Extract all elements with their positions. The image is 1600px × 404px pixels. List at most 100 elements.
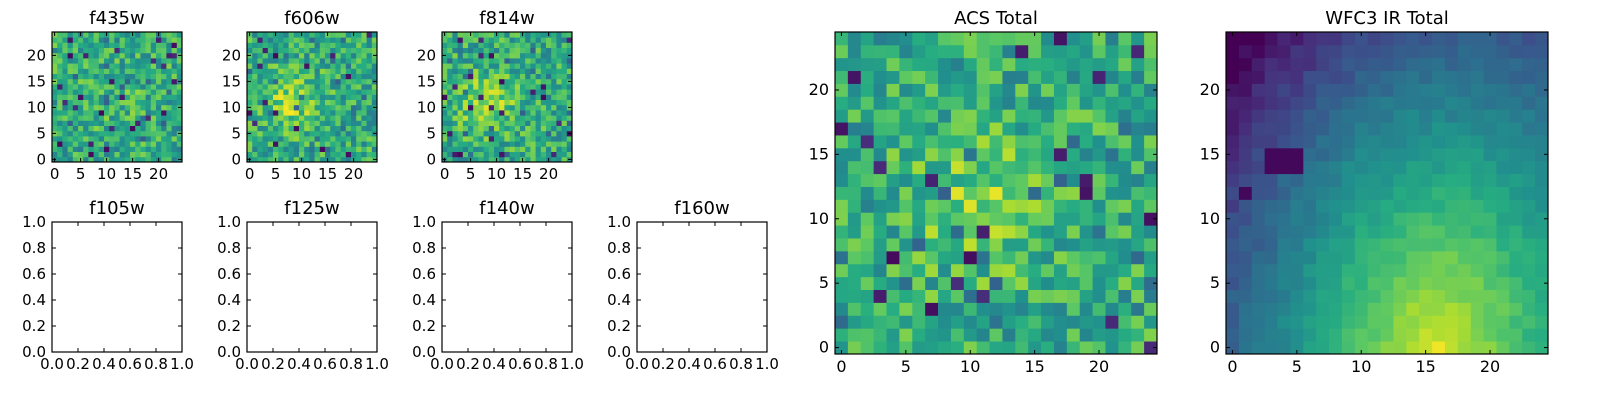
heatmap-cell (488, 156, 495, 163)
heatmap-cell (494, 120, 500, 126)
heatmap-cell (130, 42, 136, 48)
heatmap-cell (62, 94, 68, 100)
heatmap-cell (83, 99, 89, 106)
heatmap-cell (1329, 225, 1343, 239)
heatmap-cell (886, 135, 900, 149)
heatmap-cell (509, 99, 516, 106)
heatmap-cell (509, 141, 516, 147)
heatmap-cell (1092, 276, 1106, 290)
heatmap-cell (1444, 186, 1459, 200)
heatmap-cell (860, 173, 875, 187)
x-tick-label: 1.0 (170, 355, 194, 373)
heatmap-cell (473, 120, 479, 126)
heatmap-cell (514, 130, 521, 137)
heatmap-cell (93, 115, 100, 121)
heatmap-cell (161, 156, 167, 163)
heatmap-cell (483, 136, 490, 142)
heatmap-cell (1028, 173, 1042, 187)
heatmap-cell (1041, 250, 1055, 265)
heatmap-cell (566, 47, 573, 54)
heatmap-cell (1457, 225, 1472, 239)
heatmap-cell (171, 99, 178, 106)
heatmap-cell (93, 130, 100, 137)
heatmap-cell (1028, 199, 1042, 213)
heatmap-cell (1509, 328, 1523, 342)
heatmap-cell (345, 37, 352, 43)
heatmap-cell (1432, 302, 1446, 316)
heatmap-cell (989, 250, 1003, 265)
x-tick-label: 5 (1292, 357, 1302, 376)
heatmap-cell (335, 156, 341, 163)
heatmap-cell (886, 96, 900, 110)
heatmap-cell (873, 122, 887, 136)
heatmap-cell (860, 70, 875, 84)
heatmap-cell (1015, 199, 1029, 213)
heatmap-cell (525, 78, 531, 85)
heatmap-cell (124, 146, 131, 152)
heatmap-cell (83, 78, 89, 85)
heatmap-cell (83, 73, 89, 80)
heatmap-cell (976, 160, 990, 175)
heatmap-cell (104, 136, 110, 142)
heatmap-cell (1238, 83, 1253, 97)
heatmap-cell (551, 58, 557, 64)
heatmap-cell (530, 94, 536, 100)
x-tick-label: 20 (149, 165, 168, 183)
heatmap-cell (171, 151, 178, 158)
heatmap-cell (335, 125, 341, 132)
heatmap-cell (520, 115, 526, 121)
heatmap-cell (78, 115, 84, 121)
heatmap-cell (176, 63, 183, 69)
heatmap-cell (161, 104, 167, 111)
heatmap-cell (1144, 186, 1158, 200)
heatmap-cell (166, 37, 172, 43)
heatmap-cell (1028, 70, 1042, 84)
heatmap-cell (361, 125, 367, 132)
heatmap-cell (340, 99, 347, 106)
heatmap-cell (1066, 109, 1081, 123)
heatmap-cell (93, 136, 100, 142)
heatmap-cell (1290, 70, 1304, 84)
heatmap-cell (447, 84, 453, 90)
heatmap-cell (52, 37, 58, 43)
heatmap-cell (860, 238, 875, 252)
heatmap-cell (156, 52, 162, 59)
heatmap-cell (1522, 44, 1536, 59)
heatmap-cell (468, 42, 474, 48)
heatmap-cell (1066, 212, 1081, 226)
heatmap-cell (351, 52, 357, 59)
heatmap-cell (257, 52, 263, 59)
heatmap-cell (989, 96, 1003, 110)
heatmap-cell (361, 104, 367, 111)
heatmap-cell (262, 156, 269, 163)
heatmap-cell (1028, 57, 1042, 72)
heatmap-cell (483, 99, 490, 106)
heatmap-cell (345, 78, 352, 85)
heatmap-cell (540, 32, 547, 38)
heatmap-cell (1105, 57, 1119, 72)
heatmap-cell (873, 199, 887, 213)
heatmap-cell (67, 125, 74, 132)
heatmap-cell (1406, 328, 1420, 342)
heatmap-cell (262, 94, 269, 100)
heatmap-cell (351, 115, 357, 121)
heatmap-cell (488, 63, 495, 69)
heatmap-cell (525, 32, 531, 38)
heatmap-cell (88, 84, 94, 90)
heatmap-cell (1105, 147, 1119, 162)
heatmap-cell (293, 104, 300, 111)
heatmap-cell (345, 94, 352, 100)
heatmap-cell (561, 73, 568, 80)
y-tick-label: 0 (231, 150, 241, 168)
x-tick-label: 0.2 (66, 355, 90, 373)
heatmap-cell (1290, 341, 1304, 355)
heatmap-cell (1457, 212, 1472, 226)
heatmap-cell (963, 32, 978, 46)
heatmap-cell (345, 99, 352, 106)
heatmap-cell (860, 276, 875, 290)
heatmap-cell (140, 99, 146, 106)
heatmap-cell (835, 109, 849, 123)
heatmap-cell (1509, 109, 1523, 123)
heatmap-cell (1470, 44, 1484, 59)
heatmap-cell (267, 32, 274, 38)
